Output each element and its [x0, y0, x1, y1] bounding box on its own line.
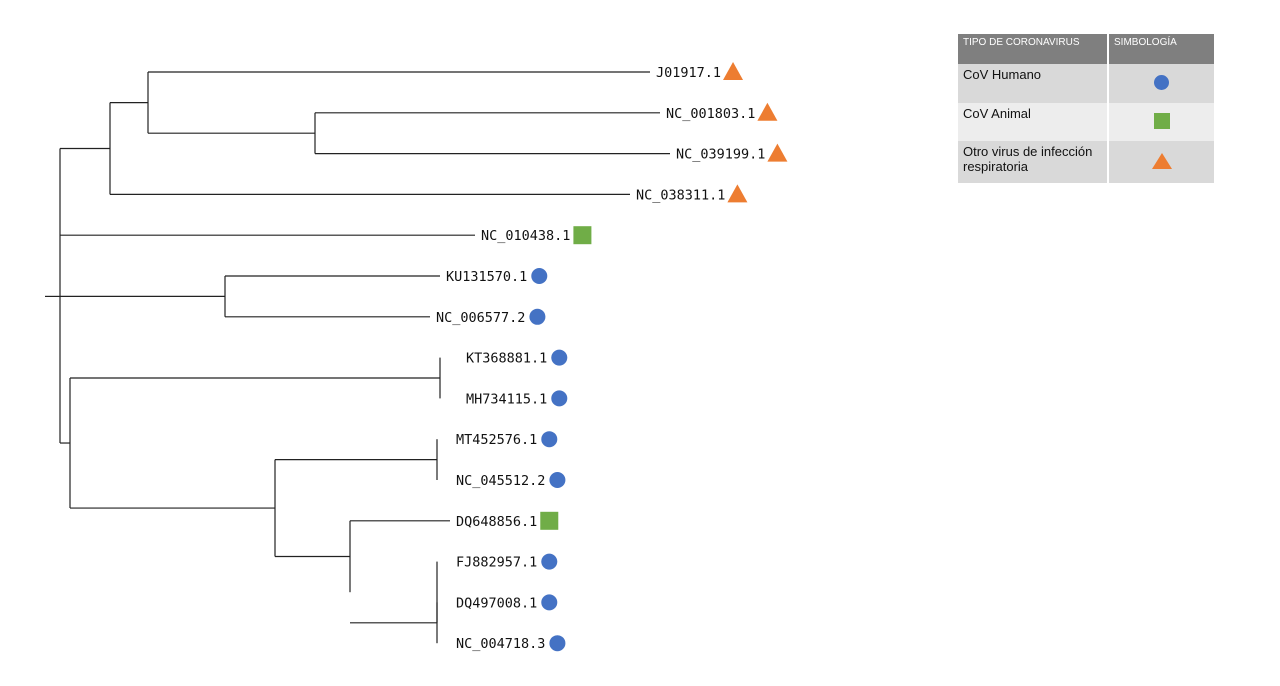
leaf-label: DQ648856.1: [456, 514, 537, 530]
orange-triangle-icon: [727, 184, 748, 203]
legend-label-human: CoV Humano: [958, 64, 1109, 103]
blue-circle-icon: [551, 349, 568, 366]
blue-circle-icon: [531, 268, 548, 284]
leaf-label: MH734115.1: [466, 391, 547, 407]
green-square-icon: [573, 226, 592, 245]
legend-header-symbol: SIMBOLOGÍA: [1108, 34, 1216, 64]
leaf-label: NC_004718.3: [456, 636, 545, 652]
leaf-label: DQ497008.1: [456, 595, 537, 611]
leaf-label: MT452576.1: [456, 432, 537, 448]
blue-circle-icon: [541, 553, 558, 570]
legend-row: CoV Animal: [958, 103, 1216, 141]
leaf-label: NC_045512.2: [456, 473, 545, 489]
blue-circle-icon: [549, 635, 566, 652]
legend-label-animal: CoV Animal: [958, 103, 1109, 141]
leaf-label: NC_006577.2: [436, 310, 525, 326]
blue-circle-icon: [549, 472, 566, 488]
leaf-label: FJ882957.1: [456, 555, 537, 571]
legend-row: CoV Humano: [958, 64, 1216, 103]
leaf-label: NC_039199.1: [676, 147, 765, 163]
blue-circle-icon: [529, 308, 546, 325]
orange-triangle-icon: [1151, 152, 1172, 169]
leaf-label: J01917.1: [656, 65, 721, 81]
phylogenetic-tree: J01917.1 NC_001803.1 NC_039199.1 NC_038311.…: [45, 62, 788, 652]
leaf-label: NC_001803.1: [666, 106, 755, 122]
leaf-label: KU131570.1: [446, 269, 527, 285]
orange-triangle-icon: [723, 62, 744, 80]
legend-header-type: TIPO DE CORONAVIRUS: [958, 34, 1109, 64]
leaf-label: NC_038311.1: [636, 187, 725, 203]
leaf-label: NC_010438.1: [481, 228, 570, 244]
symbol-legend: TIPO DE CORONAVIRUS SIMBOLOGÍA CoV Human…: [958, 34, 1216, 183]
leaf-label: KT368881.1: [466, 351, 547, 367]
green-square-icon: [540, 511, 559, 530]
legend-label-other: Otro virus de infección respiratoria: [958, 141, 1109, 183]
blue-circle-icon: [551, 390, 568, 407]
orange-triangle-icon: [767, 143, 788, 162]
orange-triangle-icon: [757, 102, 778, 121]
green-square-icon: [1153, 112, 1170, 129]
blue-circle-icon: [541, 431, 558, 448]
legend-row: Otro virus de infección respiratoria: [958, 141, 1216, 183]
blue-circle-icon: [1154, 74, 1169, 90]
blue-circle-icon: [541, 594, 558, 611]
